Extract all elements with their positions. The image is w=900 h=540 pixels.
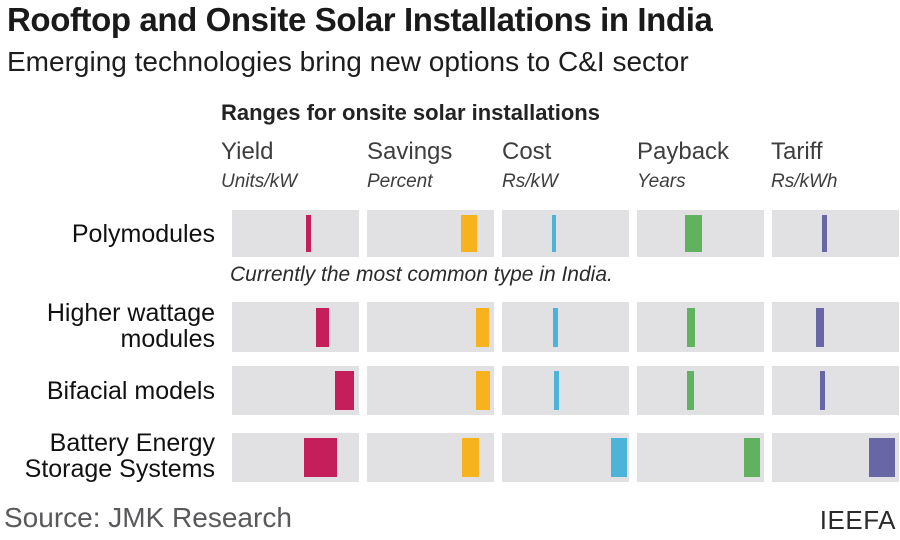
column-unit: Percent [367,171,433,192]
range-band [502,302,629,352]
range-band [637,302,764,352]
range-marker [315,307,329,347]
column-header: Payback Years [637,138,767,193]
range-band [502,210,629,257]
page-title: Rooftop and Onsite Solar Installations i… [7,1,713,38]
range-band [232,302,359,352]
row-label: Polymodules [71,220,215,248]
range-band [232,366,359,415]
column-header: Tariff Rs/kWh [771,138,900,193]
table-row [232,210,900,257]
range-band [637,433,764,482]
row-note: Currently the most common type in India. [230,263,613,286]
column-header: Savings Percent [367,138,497,193]
range-marker [460,215,478,252]
column-unit: Units/kW [221,171,297,192]
range-band [367,302,494,352]
range-marker [304,438,338,477]
range-marker [554,371,560,410]
column-unit: Rs/kW [502,171,558,192]
range-marker [821,215,827,252]
range-marker [334,371,354,410]
range-band [232,210,359,257]
range-marker [552,307,558,347]
range-band [772,366,899,415]
table-row [232,302,900,352]
range-marker [476,307,489,347]
row-label: Bifacial models [46,377,215,405]
range-band [367,210,494,257]
range-marker [686,307,696,347]
range-marker [686,371,695,410]
column-unit: Rs/kWh [771,171,838,192]
range-band [367,433,494,482]
row-label: Battery Energy Storage Systems [24,429,215,483]
range-band [772,433,899,482]
range-band [367,366,494,415]
range-marker [743,438,761,477]
table-row [232,433,900,482]
range-marker [611,438,628,477]
range-marker [476,371,491,410]
range-band [772,302,899,352]
row-label: Higher wattage modules [46,299,215,353]
table-row [232,366,900,415]
column-unit: Years [637,171,686,192]
range-marker [551,215,556,252]
range-band [232,433,359,482]
range-band [772,210,899,257]
source-credit: Source: JMK Research [4,502,292,533]
range-marker [816,307,825,347]
column-header: Cost Rs/kW [502,138,632,193]
column-header: Yield Units/kW [221,138,351,193]
range-band [502,366,629,415]
column-label: Savings [367,138,453,165]
chart-title: Ranges for onsite solar installations [221,100,600,125]
range-band [502,433,629,482]
range-band [637,210,764,257]
range-marker [685,215,702,252]
column-label: Cost [502,138,552,165]
range-marker [305,215,312,252]
range-marker [868,438,896,477]
column-label: Yield [221,138,274,165]
range-marker [820,371,826,410]
range-band [637,366,764,415]
org-logo-text: IEEFA [819,505,896,535]
range-marker [462,438,479,477]
column-label: Payback [637,138,730,165]
column-label: Tariff [771,138,823,165]
page-subtitle: Emerging technologies bring new options … [7,46,689,77]
